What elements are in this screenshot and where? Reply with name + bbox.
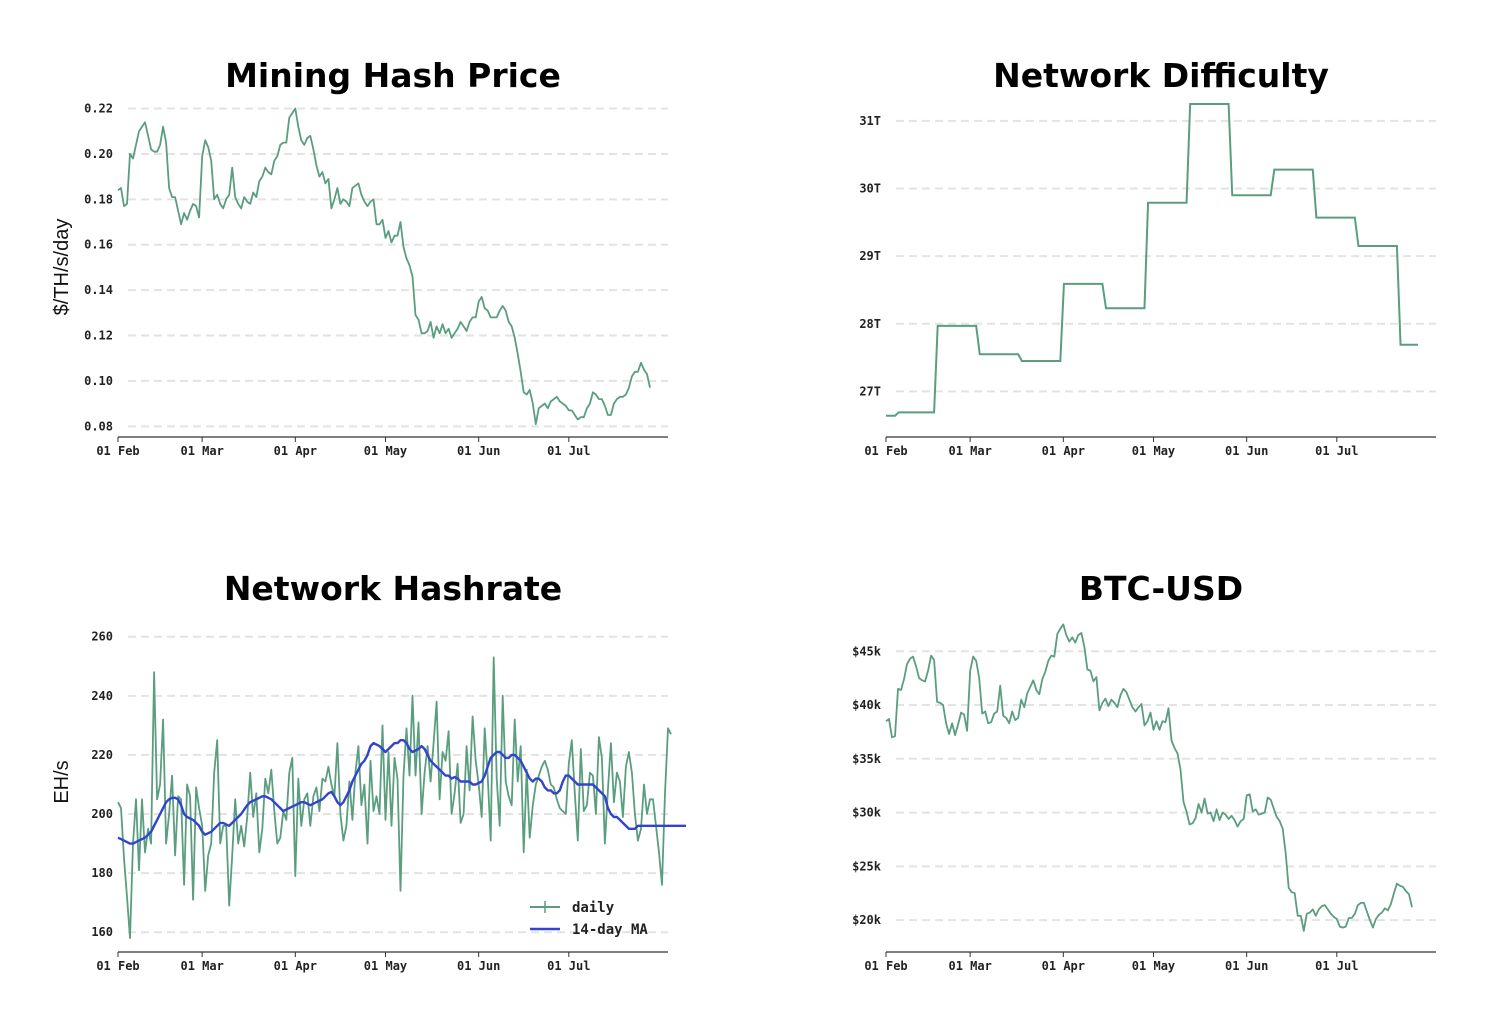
- difficulty-xtick-label: 01 Mar: [948, 444, 991, 458]
- hashprice-xtick-label: 01 May: [364, 444, 407, 458]
- difficulty-chart: 27T 28T 29T 30T 31T 01 Feb 01 Mar 01 Apr 01 May 0…: [859, 103, 1436, 458]
- btcusd-xtick-label: 01 Jul: [1315, 959, 1358, 973]
- hashrate-ytick-label: 200: [91, 807, 113, 821]
- hashrate-xtick-label: 01 Jul: [547, 959, 590, 973]
- btcusd-xtick-label: 01 Jun: [1225, 959, 1268, 973]
- hashprice-ytick-label: 0.08: [84, 419, 113, 433]
- btcusd-xtick-label: 01 Apr: [1042, 959, 1085, 973]
- hashrate-ytick-label: 180: [91, 866, 113, 880]
- hashrate-series-line: [117, 656, 672, 939]
- hashrate-xtick-label: 01 Mar: [180, 959, 223, 973]
- hashprice-ylabel: $/TH/s/day: [51, 219, 73, 316]
- btcusd-ytick-label: $30k: [852, 806, 882, 820]
- hashrate-xtick-label: 01 Apr: [274, 959, 317, 973]
- hashprice-ytick-label: 0.20: [84, 147, 113, 161]
- btcusd-ytick-label: $45k: [852, 644, 882, 658]
- hashprice-series-line: [117, 107, 651, 425]
- difficulty-xtick-label: 01 Apr: [1042, 444, 1085, 458]
- btcusd-ytick-label: $25k: [852, 859, 882, 873]
- hashrate-ytick-label: 240: [91, 689, 113, 703]
- difficulty-ytick-label: 28T: [859, 317, 881, 331]
- hashrate-xtick-label: 01 Feb: [96, 959, 139, 973]
- hashrate-ma-line: [117, 739, 686, 845]
- hashrate-xtick-label: 01 May: [364, 959, 407, 973]
- hashprice-xtick-label: 01 Jun: [457, 444, 500, 458]
- hashprice-chart: 0.08 0.10 0.12 0.14 0.16 0.18 0.20 0.22 01 Feb 01…: [51, 102, 668, 458]
- btcusd-ytick-label: $40k: [852, 698, 882, 712]
- difficulty-xtick-label: 01 Jun: [1225, 444, 1268, 458]
- hashprice-ytick-label: 0.14: [84, 283, 113, 297]
- btcusd-series-line: [885, 623, 1413, 932]
- difficulty-xtick-label: 01 Jul: [1315, 444, 1358, 458]
- hashprice-ytick-label: 0.18: [84, 192, 113, 206]
- btcusd-xtick-label: 01 Mar: [948, 959, 991, 973]
- difficulty-panel: Network Difficulty 27T 28T 29T 30T 31T 01 Feb…: [756, 0, 1512, 515]
- difficulty-ytick-label: 27T: [859, 384, 881, 398]
- hashprice-xtick-label: 01 Mar: [180, 444, 223, 458]
- hashprice-panel: Mining Hash Price 0.08 0.10 0.12 0.14 0.16 0.…: [0, 0, 756, 515]
- hashprice-xtick-label: 01 Apr: [274, 444, 317, 458]
- difficulty-xtick-label: 01 Feb: [864, 444, 907, 458]
- btcusd-chart: $20k $25k $30k $35k $40k $45k 01 Feb 01 Mar 01 A…: [852, 623, 1436, 973]
- btcusd-ytick-label: $35k: [852, 752, 882, 766]
- hashprice-ytick-label: 0.22: [84, 102, 113, 116]
- hashrate-panel: Network Hashrate 160 180 200 220 240 260 01 Fe…: [0, 515, 756, 1030]
- difficulty-ytick-label: 31T: [859, 114, 881, 128]
- difficulty-xtick-label: 01 May: [1132, 444, 1175, 458]
- legend-daily-label: daily: [572, 900, 615, 916]
- hashprice-ytick-label: 0.12: [84, 329, 113, 343]
- hashrate-title: Network Hashrate: [223, 569, 563, 608]
- difficulty-series-line: [886, 103, 1418, 417]
- btcusd-panel: BTC-USD $20k $25k $30k $35k $40k $45k 01 Feb 01…: [756, 515, 1512, 1030]
- hashrate-chart: 160 180 200 220 240 260 01 Feb 01 Mar 01 Apr 01 M…: [51, 630, 686, 973]
- hashprice-title: Mining Hash Price: [225, 56, 561, 95]
- hashprice-xtick-label: 01 Jul: [547, 444, 590, 458]
- legend-ma-label: 14-day MA: [572, 922, 648, 938]
- hashprice-ytick-label: 0.16: [84, 238, 113, 252]
- difficulty-title: Network Difficulty: [993, 56, 1329, 95]
- difficulty-ytick-label: 30T: [859, 182, 881, 196]
- hashrate-xtick-label: 01 Jun: [457, 959, 500, 973]
- hashrate-ytick-label: 260: [91, 630, 113, 644]
- btcusd-xtick-label: 01 Feb: [864, 959, 907, 973]
- btcusd-xtick-label: 01 May: [1132, 959, 1175, 973]
- hashrate-ylabel: EH/s: [51, 760, 73, 803]
- difficulty-ytick-label: 29T: [859, 249, 881, 263]
- btcusd-title: BTC-USD: [1078, 569, 1244, 608]
- hashprice-ytick-label: 0.10: [84, 374, 113, 388]
- hashrate-ytick-label: 160: [91, 925, 113, 939]
- hashprice-xtick-label: 01 Feb: [96, 444, 139, 458]
- btcusd-ytick-label: $20k: [852, 913, 882, 927]
- hashrate-ytick-label: 220: [91, 748, 113, 762]
